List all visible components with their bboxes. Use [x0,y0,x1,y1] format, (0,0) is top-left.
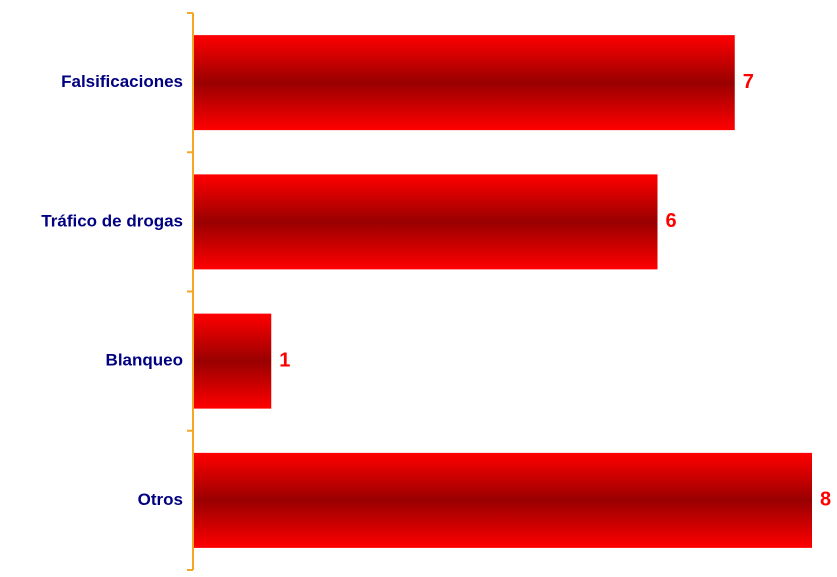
bar-2 [194,313,272,409]
value-label-2: 1 [279,349,290,371]
value-label-3: 8 [820,489,831,511]
bars-group [194,35,812,548]
bar-0 [194,35,735,131]
value-label-1: 6 [666,210,677,232]
category-label-2: Blanqueo [106,351,183,370]
category-label-1: Tráfico de drogas [41,211,183,230]
value-labels: 7 6 1 8 [279,71,831,511]
category-labels: Falsificaciones Tráfico de drogas Blanqueo… [41,72,183,509]
bar-1 [194,174,658,270]
category-label-3: Otros [138,490,183,509]
bar-3 [194,452,812,548]
value-label-0: 7 [743,71,754,93]
category-label-0: Falsificaciones [61,72,183,91]
category-axis [187,12,194,571]
